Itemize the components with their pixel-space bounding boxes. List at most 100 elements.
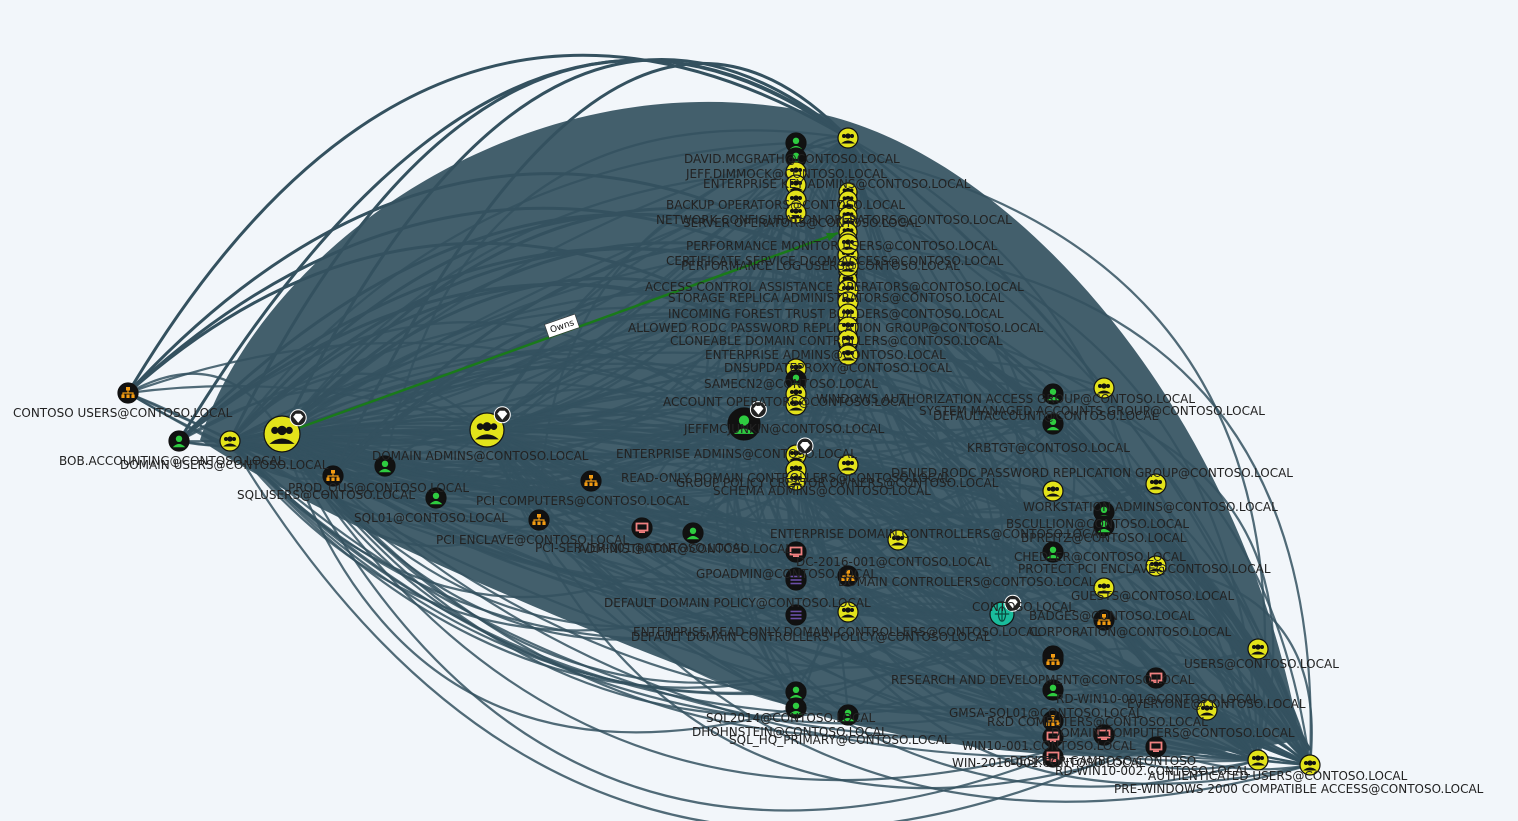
graph-edge[interactable] — [486, 429, 797, 693]
graph-edge[interactable] — [743, 392, 1054, 426]
graph-edge[interactable] — [281, 433, 1105, 812]
graph-edge[interactable] — [1102, 387, 1311, 766]
graph-edge[interactable] — [485, 429, 849, 717]
user-node[interactable] — [682, 522, 704, 544]
graph-edge[interactable] — [795, 454, 1311, 766]
domain-node[interactable] — [989, 594, 1022, 627]
computer-node[interactable] — [1145, 667, 1167, 689]
graph-edge[interactable] — [795, 453, 1106, 736]
graph-edge[interactable] — [281, 142, 797, 436]
user-node[interactable] — [1042, 383, 1064, 405]
graph-edge[interactable] — [485, 429, 1157, 790]
graph-edge[interactable] — [743, 422, 1054, 444]
graph-edge[interactable] — [823, 137, 1105, 736]
ou-node[interactable] — [1042, 710, 1064, 732]
group-node[interactable] — [837, 329, 859, 351]
graph-edge[interactable] — [795, 454, 828, 709]
graph-edge[interactable] — [178, 247, 1260, 650]
graph-edge[interactable] — [281, 423, 745, 521]
owns-edge[interactable]: Owns — [281, 231, 839, 436]
group-node[interactable] — [837, 233, 859, 255]
graph-edge[interactable] — [847, 137, 1158, 748]
graph-edge[interactable] — [126, 172, 1312, 751]
graph-edge[interactable] — [486, 137, 849, 431]
graph-edge[interactable] — [847, 137, 1055, 492]
group-node[interactable] — [837, 127, 859, 149]
group-node[interactable] — [1145, 555, 1167, 577]
graph-edge[interactable] — [126, 53, 849, 394]
ou-node[interactable] — [117, 382, 139, 404]
computer-node[interactable] — [631, 517, 653, 539]
user-node[interactable] — [1042, 541, 1064, 563]
graph-edge[interactable] — [229, 440, 1259, 762]
graph-edge[interactable] — [778, 137, 849, 456]
graph-edge[interactable] — [280, 58, 849, 435]
group-node[interactable] — [785, 437, 814, 466]
graph-edge[interactable] — [1052, 688, 1311, 767]
group-node[interactable] — [785, 202, 807, 224]
gpo-node[interactable] — [785, 569, 807, 591]
graph-edge[interactable] — [127, 241, 1158, 679]
graph-edge[interactable] — [846, 137, 1259, 650]
graph-edge[interactable] — [177, 58, 849, 442]
graph-edge[interactable] — [742, 423, 1157, 692]
graph-edge[interactable] — [229, 440, 1157, 725]
user-node[interactable] — [425, 487, 447, 509]
graph-edge[interactable] — [281, 433, 1105, 782]
graph-edge[interactable] — [331, 242, 1312, 751]
group-node[interactable] — [1247, 638, 1269, 660]
computer-node[interactable] — [1093, 724, 1115, 746]
group-node[interactable] — [1093, 577, 1115, 599]
graph-edge[interactable] — [794, 454, 850, 716]
group-node[interactable] — [837, 344, 859, 366]
graph-edge[interactable] — [331, 276, 1260, 650]
graph-edge[interactable] — [795, 141, 1267, 761]
ou-node[interactable] — [1042, 649, 1064, 671]
user-node[interactable] — [168, 430, 190, 452]
graph-edge[interactable] — [229, 440, 1054, 740]
graph-edge[interactable] — [1001, 613, 1157, 680]
group-node[interactable] — [1093, 377, 1115, 399]
graph-edge[interactable] — [281, 433, 1259, 709]
group-node[interactable] — [1299, 754, 1321, 776]
graph-edge[interactable] — [331, 61, 850, 477]
user-node[interactable] — [785, 697, 807, 719]
computer-node[interactable] — [1042, 746, 1064, 768]
group-node[interactable] — [219, 430, 241, 452]
graph-edge[interactable] — [281, 432, 1157, 749]
user-node[interactable] — [785, 681, 807, 703]
graph-edge[interactable] — [1052, 647, 1311, 766]
ou-node[interactable] — [1093, 609, 1115, 631]
graph-edge[interactable] — [743, 137, 850, 425]
group-node[interactable] — [469, 406, 511, 448]
group-node[interactable] — [785, 394, 807, 416]
graph-edge[interactable] — [795, 454, 1259, 670]
graph-edge[interactable] — [486, 428, 1054, 722]
graph-edge[interactable] — [486, 429, 1105, 737]
user-node[interactable] — [374, 455, 396, 477]
group-node[interactable] — [837, 255, 859, 277]
graph-edge[interactable] — [127, 391, 231, 442]
computer-node[interactable] — [785, 541, 807, 563]
group-node[interactable] — [1196, 699, 1218, 721]
computer-node[interactable] — [1145, 736, 1167, 758]
graph-edge[interactable] — [178, 282, 1158, 679]
graph-edge[interactable] — [281, 429, 1054, 493]
graph-edge[interactable] — [847, 137, 1259, 761]
graph-edge[interactable] — [126, 206, 1260, 650]
graph-edge[interactable] — [127, 372, 283, 435]
user-node[interactable] — [1042, 413, 1064, 435]
graph-edge[interactable] — [280, 241, 1260, 650]
graph-edge[interactable] — [846, 137, 1004, 615]
graph-edge[interactable] — [229, 439, 1157, 522]
graph-edge[interactable] — [281, 432, 1157, 680]
group-node[interactable] — [837, 454, 859, 476]
graph-edge[interactable] — [743, 423, 1054, 722]
gpo-node[interactable] — [785, 604, 807, 626]
graph-edge[interactable] — [846, 137, 1055, 691]
graph-edge[interactable] — [1001, 612, 1259, 761]
graph-edge[interactable] — [281, 386, 1105, 436]
graph-edge[interactable] — [486, 428, 1259, 651]
graph-edge[interactable] — [486, 212, 797, 431]
